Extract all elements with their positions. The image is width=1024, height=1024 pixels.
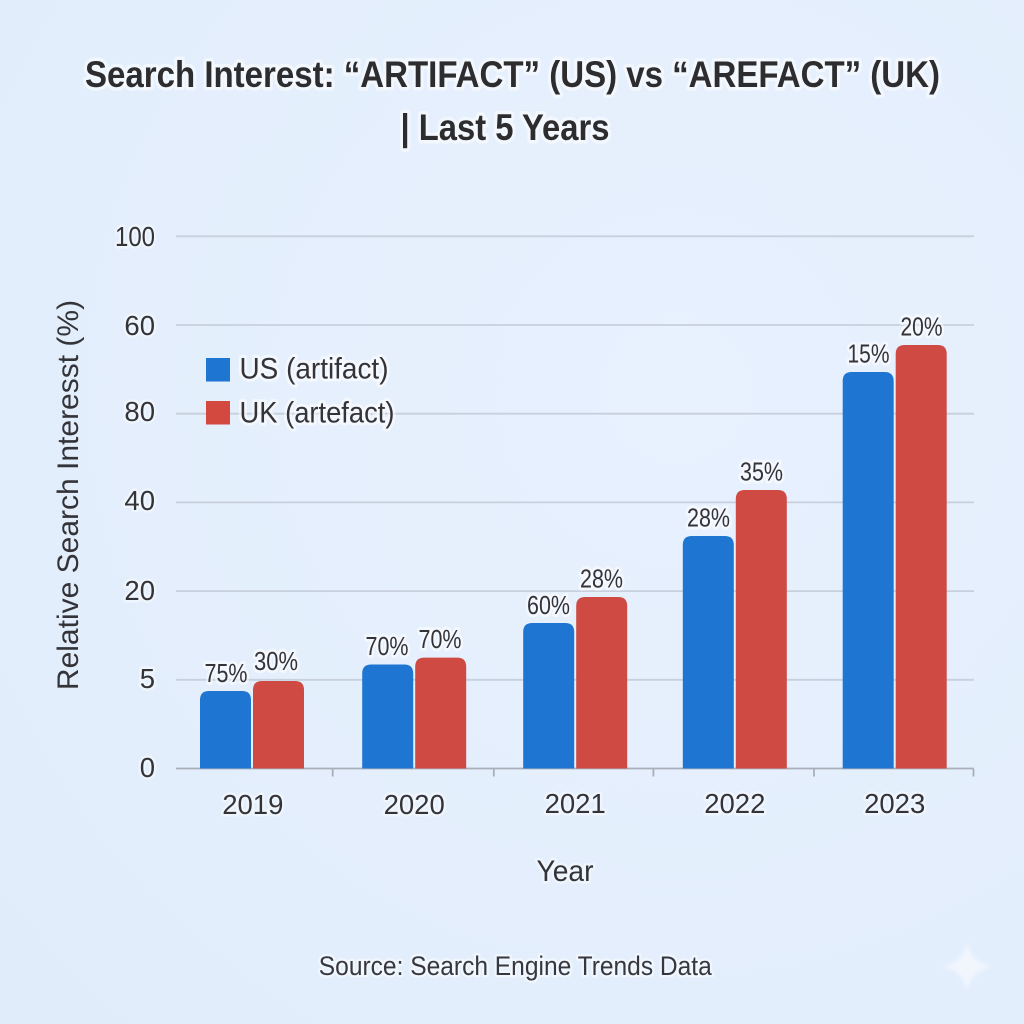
svg-text:2022: 2022 [704, 788, 765, 819]
svg-text:UK (artefact): UK (artefact) [240, 397, 395, 430]
svg-text:35%: 35% [740, 457, 783, 487]
svg-text:30%: 30% [254, 646, 298, 676]
svg-text:60: 60 [124, 310, 155, 341]
svg-text:US (artifact): US (artifact) [240, 353, 389, 386]
svg-text:2020: 2020 [384, 789, 445, 820]
svg-text:70%: 70% [366, 631, 409, 661]
svg-text:28%: 28% [580, 564, 623, 594]
svg-text:Search Interest: “ARTIFACT” (U: Search Interest: “ARTIFACT” (US) vs “ARE… [85, 54, 940, 95]
svg-text:2023: 2023 [864, 788, 925, 819]
svg-text:80: 80 [124, 396, 155, 427]
svg-text:Relative Search Interesst (%): Relative Search Interesst (%) [52, 300, 85, 690]
svg-text:70%: 70% [419, 624, 462, 654]
svg-text:60%: 60% [527, 590, 570, 620]
svg-text:2019: 2019 [222, 789, 283, 820]
svg-text:75%: 75% [205, 658, 248, 688]
svg-text:100: 100 [115, 221, 155, 252]
svg-text:15%: 15% [848, 339, 890, 369]
svg-text:2021: 2021 [545, 788, 606, 819]
svg-text:| Last 5 Years: | Last 5 Years [401, 107, 610, 149]
svg-text:20: 20 [124, 575, 155, 606]
svg-text:Source: Search Engine Trends D: Source: Search Engine Trends Data [319, 951, 713, 981]
svg-text:0: 0 [140, 752, 155, 783]
svg-text:5: 5 [140, 663, 155, 694]
svg-text:40: 40 [124, 485, 155, 516]
svg-text:28%: 28% [687, 503, 730, 533]
svg-text:20%: 20% [901, 312, 943, 342]
svg-text:Year: Year [537, 855, 594, 888]
